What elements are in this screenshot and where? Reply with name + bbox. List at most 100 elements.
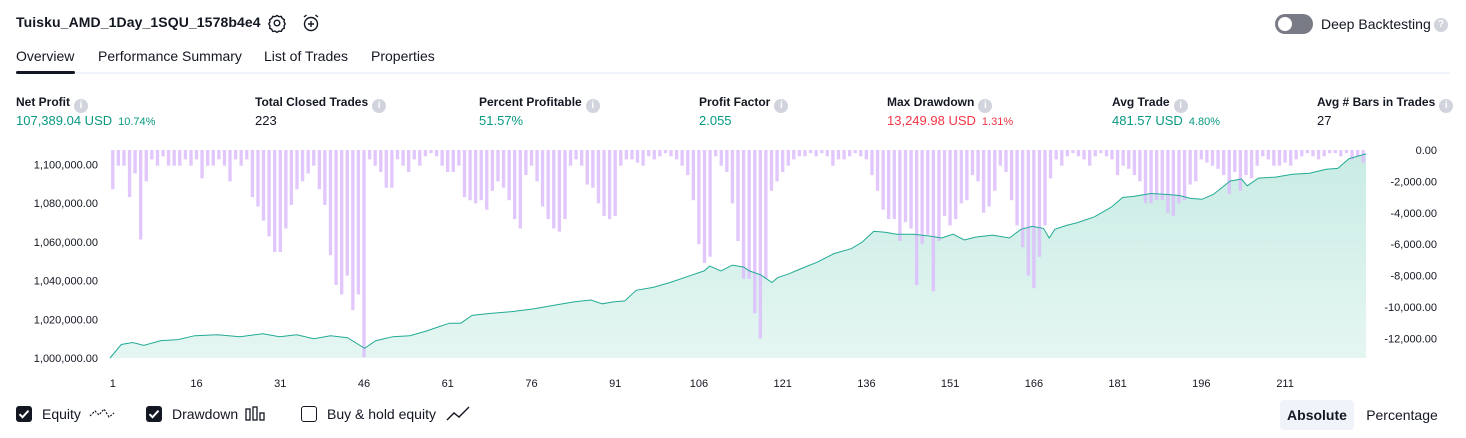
drawdown-bar [261,150,266,221]
drawdown-bar [607,150,612,220]
equity-checkbox[interactable] [16,406,32,422]
drawdown-bar [714,150,718,157]
drawdown-bar [178,150,182,166]
drawdown-bar [278,150,282,252]
buy-hold-legend-label[interactable]: Buy & hold equity [327,406,436,422]
drawdown-bar [580,150,584,166]
drawdown-bar [1060,150,1064,166]
drawdown-bar [111,150,115,190]
drawdown-bar [814,150,818,157]
y-right-tick-label: -4,000.00 [1391,208,1437,220]
drawdown-bar [1205,150,1209,163]
metric-label-avg-trade: Avg Trade i [1112,95,1188,113]
info-icon[interactable]: i [74,99,88,113]
metric-label-percent-profitable: Percent Profitable i [479,95,600,113]
drawdown-bar [1261,150,1265,157]
drawdown-bar [993,150,997,191]
drawdown-bar [1088,150,1092,166]
drawdown-bar [1021,150,1025,248]
tab-overview[interactable]: Overview [16,48,75,64]
tab-properties[interactable]: Properties [371,48,435,64]
drawdown-bar [976,150,980,182]
x-tick-label: 46 [358,378,370,390]
drawdown-bar [563,150,567,220]
drawdown-bar [1149,150,1153,204]
drawdown-bar [942,150,947,216]
drawdown-bar [981,150,986,213]
drawdown-bar [451,150,455,172]
drawdown-bar [200,150,204,179]
drawdown-bar [351,150,355,311]
drawdown-bar [1233,150,1237,172]
help-icon[interactable]: ? [1434,18,1448,32]
drawdown-bar [1316,150,1321,160]
percentage-mode-button[interactable]: Percentage [1366,407,1438,423]
deep-backtesting-toggle[interactable] [1275,14,1313,34]
drawdown-bar [1093,150,1097,157]
drawdown-bar [479,150,483,201]
info-icon[interactable]: i [585,99,600,113]
info-icon[interactable]: i [1173,99,1188,113]
drawdown-bar [306,150,310,174]
drawdown-bar [295,150,299,190]
drawdown-checkbox[interactable] [146,406,162,422]
drawdown-bar [256,150,260,207]
drawdown-bar [875,150,880,191]
drawdown-bar [1155,150,1159,201]
info-icon[interactable]: i [1439,99,1454,113]
buy-hold-checkbox[interactable] [301,406,317,422]
drawdown-bar [1305,150,1310,154]
tab-list-of-trades[interactable]: List of Trades [264,48,349,64]
absolute-mode-button[interactable]: Absolute [1280,400,1354,430]
drawdown-bar [127,150,132,198]
drawdown-bar [920,150,924,245]
info-icon[interactable]: i [978,99,993,113]
drawdown-bar [1182,150,1187,201]
alarm-clock-plus-icon[interactable] [300,12,322,34]
drawdown-bar [1043,150,1047,226]
drawdown-bar [909,150,913,229]
drawdown-bar [233,150,238,160]
drawdown-bar [189,150,193,166]
drawdown-bar [340,150,344,295]
drawdown-bar [808,150,813,154]
drawdown-bar [490,150,495,191]
tab-performance-summary[interactable]: Performance Summary [98,48,242,64]
strategy-title: Tuisku_AMD_1Day_1SQU_1578b4e4 [16,14,261,30]
metric-value-total-closed-trades: 223 [255,113,277,128]
drawdown-bar [820,150,824,154]
drawdown-bar [736,150,740,241]
drawdown-legend-label[interactable]: Drawdown [172,406,239,422]
drawdown-bar [663,150,668,154]
drawdown-bar [557,150,562,232]
drawdown-bar [1339,150,1343,157]
equity-drawdown-chart[interactable]: 1,100,000.00 1,080,000.00 1,060,000.00 1,04… [0,140,1466,395]
drawdown-bar [222,150,227,166]
drawdown-bar [161,150,165,157]
drawdown-bar [1110,150,1114,160]
drawdown-bar [183,150,188,160]
drawdown-bar [334,150,338,285]
drawdown-bar [217,150,221,160]
drawdown-bar [1015,150,1019,226]
drawdown-bar [769,150,774,191]
x-tick-label: 166 [1025,378,1043,390]
info-icon[interactable]: i [774,99,789,113]
metric-value-avg-bars-in-trades: 27 [1317,113,1332,128]
drawdown-bars-icon [244,404,268,429]
drawdown-bar [1115,150,1120,176]
equity-legend-label[interactable]: Equity [42,406,81,422]
gear-icon[interactable] [266,12,288,34]
drawdown-bar [172,150,176,166]
drawdown-bar [741,150,746,279]
drawdown-bar [418,150,422,166]
drawdown-bar [1132,150,1137,176]
drawdown-bar [1300,150,1304,157]
drawdown-bar [390,150,394,188]
drawdown-bar [948,150,952,226]
drawdown-bar [836,150,841,160]
info-icon[interactable]: i [372,99,387,113]
active-tab-indicator [16,71,75,74]
drawdown-bar [496,150,500,182]
y-right-tick-label: -2,000.00 [1391,176,1437,188]
